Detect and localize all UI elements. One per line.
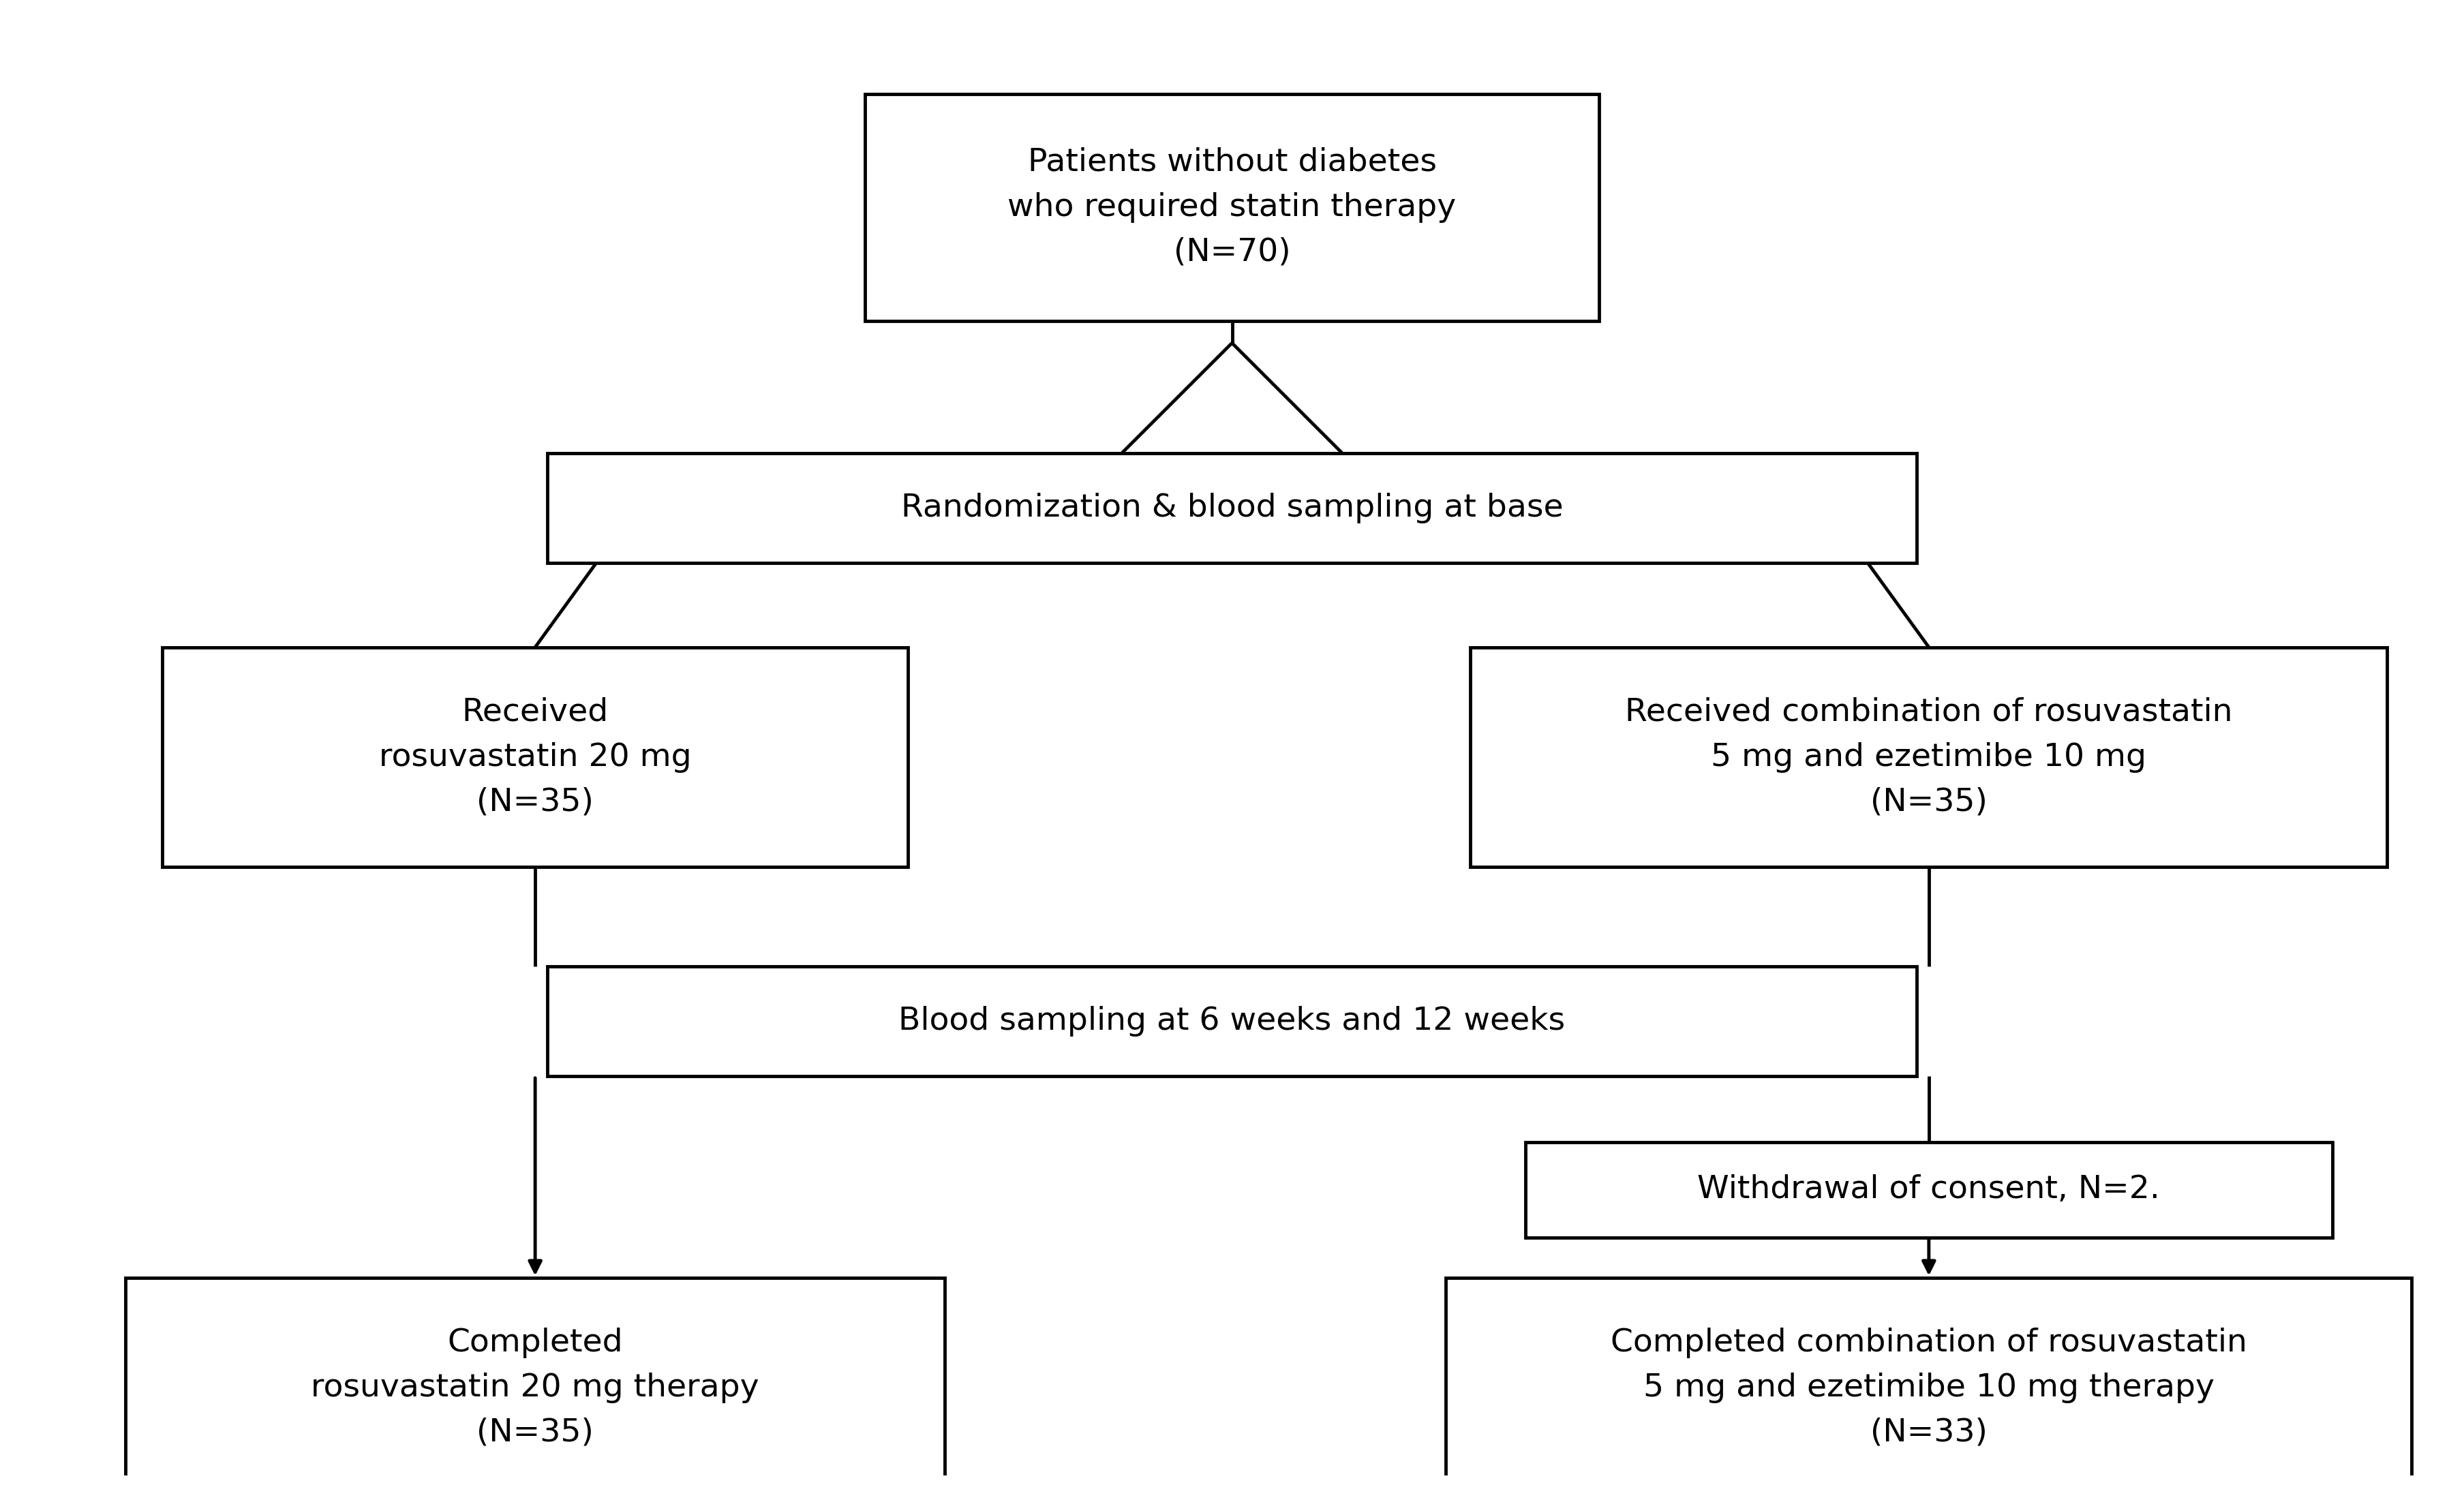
FancyBboxPatch shape [547,967,1917,1077]
Text: Received
rosuvastatin 20 mg
(N=35): Received rosuvastatin 20 mg (N=35) [379,696,692,817]
FancyBboxPatch shape [163,647,909,867]
FancyBboxPatch shape [1446,1277,2412,1485]
Text: Patients without diabetes
who required statin therapy
(N=70): Patients without diabetes who required s… [1008,147,1456,267]
Text: Completed combination of rosuvastatin
5 mg and ezetimibe 10 mg therapy
(N=33): Completed combination of rosuvastatin 5 … [1611,1328,2247,1448]
FancyBboxPatch shape [547,453,1917,563]
Text: Received combination of rosuvastatin
5 mg and ezetimibe 10 mg
(N=35): Received combination of rosuvastatin 5 m… [1626,696,2232,817]
Text: Randomization & blood sampling at base: Randomization & blood sampling at base [902,493,1562,523]
FancyBboxPatch shape [865,94,1599,321]
Text: Blood sampling at 6 weeks and 12 weeks: Blood sampling at 6 weeks and 12 weeks [899,1005,1565,1037]
FancyBboxPatch shape [1525,1142,2333,1237]
Text: Completed
rosuvastatin 20 mg therapy
(N=35): Completed rosuvastatin 20 mg therapy (N=… [310,1328,759,1448]
Text: Withdrawal of consent, N=2.: Withdrawal of consent, N=2. [1698,1175,2161,1204]
FancyBboxPatch shape [126,1277,944,1485]
FancyBboxPatch shape [1471,647,2388,867]
